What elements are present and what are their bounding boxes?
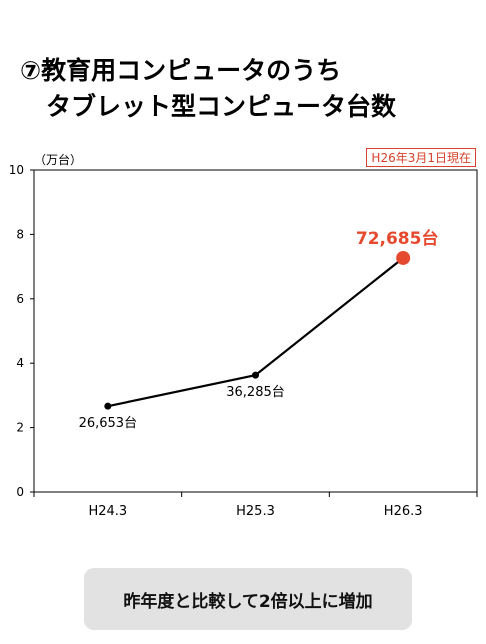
summary-box: 昨年度と比較して2倍以上に増加 (84, 568, 412, 630)
y-tick-label: 6 (16, 292, 24, 306)
chart-title-line1: ⑦教育用コンピュータのうち (20, 56, 342, 85)
y-tick-label: 10 (9, 163, 24, 177)
highlight-data-point (396, 250, 411, 265)
date-stamp: H26年3月1日現在 (366, 148, 476, 167)
summary-text: 昨年度と比較して2倍以上に増加 (123, 591, 373, 612)
x-tick-label: H25.3 (236, 504, 275, 519)
data-point (104, 402, 112, 410)
chart-title-line2: タブレット型コンピュータ台数 (46, 92, 397, 121)
y-tick-label: 0 (16, 485, 24, 499)
data-point (252, 371, 259, 379)
x-tick-label: H26.3 (384, 504, 423, 519)
data-label: 72,685台 (356, 228, 439, 249)
data-label: 36,285台 (226, 385, 285, 400)
plot-frame (33, 169, 478, 493)
y-tick-label: 4 (16, 356, 24, 370)
y-axis-unit-label: （万台） (34, 152, 82, 167)
x-tick-label: H24.3 (88, 504, 127, 519)
data-label: 26,653台 (79, 416, 138, 431)
y-tick-label: 8 (16, 227, 24, 241)
series-line (107, 257, 404, 408)
y-tick-label: 2 (16, 421, 24, 435)
